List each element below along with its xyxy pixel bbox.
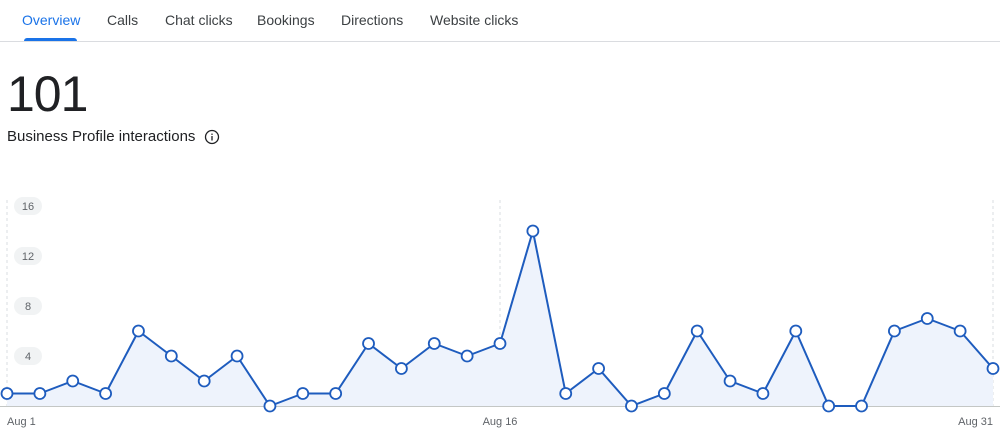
data-point xyxy=(197,374,211,388)
series-area xyxy=(7,231,993,406)
data-point xyxy=(723,374,737,388)
x-tick-label: Aug 1 xyxy=(7,416,36,428)
data-point xyxy=(66,374,80,388)
data-point xyxy=(920,312,934,325)
interactions-label: Business Profile interactions xyxy=(7,128,196,145)
tab-bar: Overview Calls Chat clicks Bookings Dire… xyxy=(0,0,1000,42)
x-tick-label: Aug 16 xyxy=(483,416,518,428)
tab-calls[interactable]: Calls xyxy=(107,12,139,28)
data-point xyxy=(690,324,704,338)
data-point xyxy=(657,387,671,400)
y-tick-pill xyxy=(14,197,42,215)
tab-directions[interactable]: Directions xyxy=(341,12,404,28)
data-point xyxy=(789,324,803,338)
interactions-subtitle: Business Profile interactions xyxy=(7,127,220,147)
info-icon[interactable] xyxy=(204,129,220,145)
y-tick-label: 12 xyxy=(22,251,34,263)
active-tab-indicator xyxy=(24,38,77,41)
data-point xyxy=(132,324,145,338)
data-point xyxy=(230,349,244,363)
data-point xyxy=(493,337,507,350)
y-tick-label: 4 xyxy=(25,351,31,363)
data-point xyxy=(33,387,47,400)
data-point xyxy=(592,362,605,375)
tab-website-clicks[interactable]: Website clicks xyxy=(430,12,519,28)
data-point xyxy=(953,324,967,338)
data-point xyxy=(986,362,1000,375)
data-point xyxy=(526,224,540,238)
data-point xyxy=(427,337,441,350)
data-point xyxy=(855,399,868,413)
data-point xyxy=(0,387,14,400)
data-point xyxy=(625,399,638,413)
data-point xyxy=(362,337,375,350)
data-point xyxy=(164,349,178,363)
y-tick-label: 16 xyxy=(22,201,34,213)
data-point xyxy=(99,387,112,400)
data-point xyxy=(756,387,770,400)
data-point xyxy=(559,387,573,400)
data-point xyxy=(822,399,836,413)
y-tick-pill xyxy=(14,297,42,315)
data-point xyxy=(329,387,343,400)
data-point xyxy=(263,399,277,413)
data-point xyxy=(460,349,474,363)
y-tick-label: 8 xyxy=(25,301,31,313)
y-tick-pill xyxy=(14,347,42,365)
tab-chat-clicks[interactable]: Chat clicks xyxy=(165,12,233,28)
data-point xyxy=(394,362,408,375)
tab-bookings[interactable]: Bookings xyxy=(257,12,315,28)
data-point xyxy=(888,324,901,338)
data-point xyxy=(296,387,310,400)
x-tick-label: Aug 31 xyxy=(958,416,993,428)
tab-overview[interactable]: Overview xyxy=(22,12,81,28)
y-tick-pill xyxy=(14,247,42,265)
interactions-total: 101 xyxy=(7,66,88,122)
